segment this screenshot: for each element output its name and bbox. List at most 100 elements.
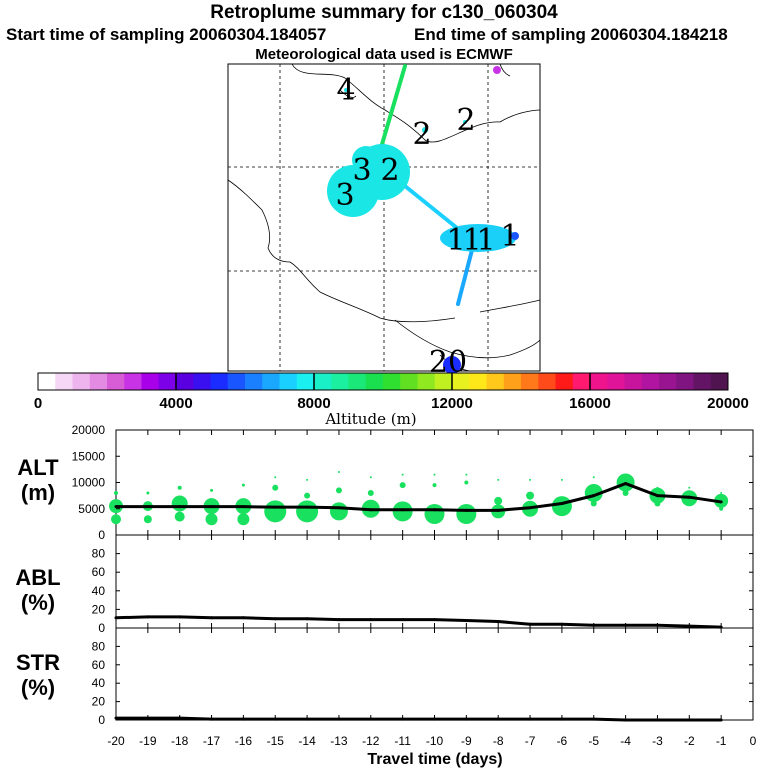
alt-yaxis: 0 5000 10000 15000 20000	[72, 423, 753, 542]
alt-bubble	[237, 513, 250, 526]
cluster-label: 1	[446, 223, 465, 258]
abl-series-point	[337, 618, 341, 622]
x-tick-label: -17	[203, 734, 221, 748]
alt-bubble	[306, 478, 309, 481]
str-panel: 0 20 40 60 80 STR (%)	[16, 627, 754, 727]
cluster-label: 3	[352, 153, 371, 188]
alt-bubble	[367, 490, 374, 496]
str-unit: (%)	[21, 675, 55, 700]
x-tick-label: 0	[750, 734, 757, 748]
alt-median-point	[592, 494, 596, 498]
colorbar-cell	[486, 373, 505, 390]
alt-bubble	[432, 483, 437, 488]
abl-series-point	[178, 615, 182, 619]
colorbar-cell	[331, 373, 349, 390]
x-tick-label: -13	[330, 734, 348, 748]
y-tick-label: 0	[98, 528, 105, 542]
alt-bubble	[688, 486, 691, 489]
alt-bubble	[272, 484, 279, 491]
colorbar-cell	[365, 373, 384, 390]
alt-bubble	[174, 511, 185, 522]
coastlines	[227, 63, 541, 372]
colorbar-cell	[676, 373, 694, 390]
colorbar-cell	[400, 373, 418, 390]
y-tick-label: 10000	[72, 476, 106, 490]
colorbar-cell	[538, 373, 556, 390]
colorbar-cell	[124, 373, 142, 390]
alt-bubble	[143, 515, 152, 524]
alt-median-point	[433, 508, 436, 512]
y-tick-label: 20	[92, 695, 106, 709]
x-tick-label: -7	[525, 734, 536, 748]
x-tick-label: -8	[493, 734, 504, 748]
colorbar-cell	[176, 373, 194, 390]
abl-series-point	[464, 619, 468, 623]
alt-median-point	[624, 482, 628, 486]
alt-median-point	[241, 505, 245, 509]
y-tick-label: 80	[92, 639, 106, 653]
end-time: End time of sampling 20060304.184218	[414, 25, 728, 44]
alt-bubble	[296, 500, 319, 523]
colorbar-tick: 20000	[707, 395, 749, 412]
colorbar-cell	[245, 373, 263, 390]
colorbar-cell	[210, 373, 229, 390]
x-tick-label: -2	[684, 734, 695, 748]
alt-bubble	[526, 491, 535, 500]
alt-median-point	[114, 505, 118, 509]
str-series	[116, 716, 722, 722]
alt-median-point	[178, 505, 182, 509]
alt-bubble	[335, 487, 342, 494]
x-tick-label: -18	[171, 734, 189, 748]
colorbar-cell	[227, 373, 246, 390]
alt-median-line	[114, 482, 723, 512]
colorbar-cell	[452, 373, 470, 390]
alt-bubble	[264, 500, 287, 523]
x-tick-label: -11	[394, 734, 411, 748]
colorbar-cell	[469, 373, 487, 390]
colorbar-cell	[590, 373, 608, 390]
x-axis: -20 -19 -18 -17 -16 -15 -14 -13 -12 -11 -10 -9 -8 -7-…	[107, 430, 757, 748]
alt-median-point	[210, 505, 214, 509]
alt-bubble	[654, 500, 661, 507]
alt-median	[116, 482, 722, 512]
colorbar-cell	[624, 373, 643, 390]
colorbar-cell	[314, 373, 332, 390]
alt-median-point	[464, 508, 468, 512]
x-tick-label: -20	[107, 734, 125, 748]
start-time: Start time of sampling 20060304.184057	[6, 25, 327, 44]
colorbar-tick: 12000	[431, 395, 473, 412]
colorbar-tick: 16000	[569, 395, 611, 412]
x-tick-label: -14	[298, 734, 316, 748]
chart-title: Retroplume summary for c130_060304	[210, 2, 558, 23]
cluster-label: 1	[500, 219, 519, 254]
alt-median-point	[528, 506, 532, 510]
colorbar-cell	[503, 373, 522, 390]
alt-bubble	[205, 513, 218, 526]
alt-bubbles	[109, 471, 729, 526]
colorbar-cell	[279, 373, 298, 390]
abl-line	[114, 615, 723, 629]
alt-median-point	[305, 505, 309, 509]
colorbar-cell	[55, 373, 73, 390]
alt-median-point	[337, 506, 341, 510]
alt-bubble	[494, 496, 503, 505]
alt-median-point	[655, 494, 659, 498]
str-line	[114, 716, 723, 722]
colorbar-cell	[641, 373, 660, 390]
colorbar-cell	[296, 373, 315, 390]
alt-bubble	[433, 473, 436, 476]
alt-median-point	[719, 500, 723, 504]
alt-bubble	[720, 492, 723, 494]
colorbar-cell	[521, 373, 539, 390]
x-tick-label: -6	[557, 734, 568, 748]
colorbar-cell	[72, 373, 91, 390]
cluster-label: 3	[335, 178, 354, 213]
alt-median-point	[273, 505, 277, 509]
colorbar-cell	[710, 373, 729, 390]
x-tick-label: -12	[362, 734, 380, 748]
alt-bubble	[210, 488, 214, 492]
colorbar-cell	[158, 373, 177, 390]
alt-bubble	[241, 483, 245, 487]
